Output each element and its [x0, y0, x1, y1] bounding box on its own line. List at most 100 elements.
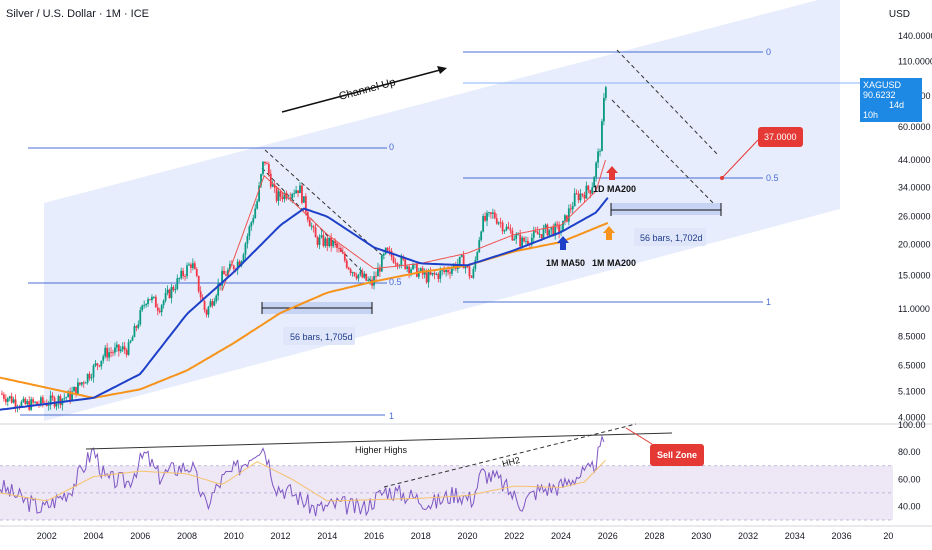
- price-badge-countdown: 14d 10h: [863, 100, 905, 120]
- candle-body: [125, 350, 128, 355]
- candle-body: [223, 270, 225, 275]
- candle-body: [439, 270, 442, 279]
- candle-body: [491, 212, 494, 214]
- candle-body: [554, 223, 557, 236]
- candle-body: [88, 373, 91, 379]
- candle-body: [303, 196, 305, 203]
- candle-body: [215, 295, 218, 302]
- candle-body: [117, 344, 120, 352]
- candle-body: [318, 237, 321, 245]
- moving-averages: [0, 159, 618, 411]
- candle-body: [242, 254, 245, 261]
- candle-body: [523, 237, 525, 242]
- candle-body: [10, 396, 13, 403]
- y-tick-label: 34.0000: [898, 183, 931, 193]
- candle-body: [490, 212, 492, 214]
- candle-body: [258, 185, 260, 202]
- candle-body: [338, 247, 340, 249]
- candle-body: [565, 215, 568, 222]
- candle-body: [433, 272, 436, 275]
- candle-body: [425, 272, 428, 283]
- x-tick-label: 2020: [458, 531, 478, 541]
- candle-body: [472, 268, 475, 278]
- candle-body: [30, 399, 33, 410]
- candle-body: [534, 231, 537, 232]
- candle-body: [84, 382, 87, 384]
- price-badge-value: 90.6232: [863, 90, 896, 100]
- candle-body: [423, 272, 426, 275]
- candle-body: [199, 291, 202, 298]
- candle-body: [78, 382, 81, 385]
- candle-body: [336, 243, 338, 248]
- channel-up-label: Channel Up: [338, 76, 397, 103]
- candle-body: [419, 268, 422, 272]
- candle-body: [519, 234, 522, 247]
- candle-body: [6, 398, 9, 402]
- candle-body: [262, 161, 264, 175]
- candle-body: [412, 263, 414, 270]
- candle-body: [149, 299, 151, 301]
- candle-body: [478, 240, 481, 253]
- candle-body: [583, 194, 586, 199]
- candle-body: [269, 173, 272, 187]
- candle-body: [49, 395, 52, 405]
- candle-body: [115, 344, 118, 348]
- candle-body: [515, 234, 518, 239]
- currency-label[interactable]: USD: [888, 9, 910, 20]
- candle-body: [191, 263, 194, 268]
- candle-body: [558, 224, 560, 233]
- candle-body: [349, 269, 352, 274]
- candle-body: [47, 404, 50, 406]
- candle-body: [283, 192, 286, 200]
- candle-body: [295, 190, 298, 194]
- candle-body: [587, 185, 590, 191]
- ma50-label: 1M MA50: [546, 258, 585, 268]
- candle-body: [564, 215, 566, 221]
- candle-body: [65, 397, 68, 399]
- candle-body: [254, 208, 257, 219]
- candle-body: [367, 280, 370, 281]
- price-badge-symbol: XAGUSD: [863, 80, 902, 90]
- candle-body: [197, 275, 200, 292]
- candle-body: [604, 87, 607, 98]
- dashed-projection-1: [616, 49, 719, 156]
- dashed-projection-2: [611, 99, 721, 211]
- candle-body: [304, 196, 307, 213]
- candle-body: [293, 193, 296, 195]
- candle-body: [195, 269, 198, 276]
- candle-body: [71, 391, 73, 401]
- candle-body: [495, 218, 498, 224]
- candle-body: [322, 235, 325, 246]
- y-tick-label: 6.5000: [898, 360, 926, 370]
- candle-body: [141, 305, 144, 311]
- candle-body: [377, 267, 379, 277]
- candle-body: [260, 174, 262, 186]
- x-tick-label: 2002: [37, 531, 57, 541]
- candle-body: [527, 240, 529, 244]
- candle-body: [2, 394, 5, 399]
- candle-body: [599, 151, 601, 152]
- candle-body: [267, 164, 270, 174]
- y-tick-label: 60.0000: [898, 122, 931, 132]
- candle-body: [24, 398, 27, 405]
- candle-body: [480, 231, 483, 241]
- candle-body: [170, 287, 173, 299]
- hh2-line: [383, 423, 637, 488]
- x-tick-label: 2004: [83, 531, 103, 541]
- fib-label: 0.5: [766, 173, 779, 183]
- candle-body: [121, 346, 124, 350]
- ma200-arrow: [603, 226, 615, 240]
- candle-body: [357, 274, 360, 279]
- candle-body: [73, 387, 75, 392]
- candle-body: [217, 283, 220, 296]
- candle-body: [509, 228, 512, 231]
- candle-body: [540, 234, 543, 239]
- price-candles: [1, 85, 607, 413]
- candle-body: [275, 187, 278, 201]
- x-tick-label: 2024: [551, 531, 571, 541]
- candle-body: [312, 226, 315, 228]
- candle-body: [538, 234, 541, 235]
- candle-body: [363, 273, 366, 278]
- candle-body: [517, 234, 520, 236]
